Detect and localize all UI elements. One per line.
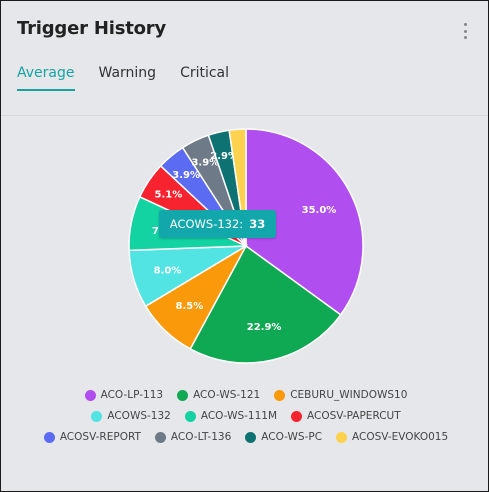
slice-label-acows-132: 8.0% bbox=[154, 265, 182, 276]
legend-swatch-aco-lt-136 bbox=[154, 431, 166, 443]
card-title: Trigger History bbox=[17, 18, 166, 39]
tab-warning[interactable]: Warning bbox=[98, 65, 157, 81]
legend-item-aco-lp-113[interactable]: ACO-LP-113 bbox=[84, 387, 164, 403]
legend-item-aco-ws-111m[interactable]: ACO-WS-111M bbox=[184, 408, 278, 424]
slice-label-ceburu-windows10: 8.5% bbox=[176, 301, 204, 312]
legend-swatch-ceburu-windows10 bbox=[274, 389, 286, 401]
pie-slice-aco-ws-121[interactable] bbox=[189, 244, 342, 364]
legend-item-aco-ws-pc[interactable]: ACO-WS-PC bbox=[245, 429, 322, 445]
legend-label-aco-ws-pc: ACO-WS-PC bbox=[261, 431, 323, 443]
legend-label-acows-132: ACOWS-132 bbox=[107, 410, 171, 422]
more-options-icon[interactable] bbox=[462, 23, 468, 39]
legend-swatch-acosv-papercut bbox=[291, 410, 303, 422]
legend-swatch-aco-lp-113 bbox=[84, 389, 96, 401]
legend-item-acows-132[interactable]: ACOWS-132 bbox=[91, 408, 171, 424]
legend-swatch-acosv-evoko015 bbox=[336, 431, 348, 443]
legend-label-aco-ws-121: ACO-WS-121 bbox=[193, 389, 261, 401]
legend-label-ceburu-windows10: CEBURU_WINDOWS10 bbox=[290, 389, 408, 401]
slice-label-aco-ws-pc: 2.9% bbox=[210, 151, 238, 162]
legend-label-acosv-report: ACOSV-REPORT bbox=[59, 431, 141, 443]
legend-item-acosv-papercut[interactable]: ACOSV-PAPERCUT bbox=[291, 408, 401, 424]
legend-label-aco-lp-113: ACO-LP-113 bbox=[100, 389, 164, 401]
tab-critical[interactable]: Critical bbox=[180, 65, 230, 81]
legend-swatch-aco-ws-121 bbox=[177, 389, 189, 401]
tab-average[interactable]: Average bbox=[17, 65, 75, 91]
chart-legend: ACO-LP-113 ACO-WS-121 CEBURU_WINDOWS10 ACOW… bbox=[41, 387, 451, 445]
slice-label-aco-lp-113: 35.0% bbox=[302, 205, 337, 216]
legend-swatch-aco-ws-pc bbox=[245, 431, 257, 443]
legend-item-aco-lt-136[interactable]: ACO-LT-136 bbox=[154, 429, 232, 445]
legend-swatch-acosv-report bbox=[43, 431, 55, 443]
slice-label-aco-ws-121: 22.9% bbox=[247, 322, 282, 333]
legend-item-acosv-evoko015[interactable]: ACOSV-EVOKO015 bbox=[336, 429, 448, 445]
legend-swatch-acows-132 bbox=[91, 410, 103, 422]
tab-bar: Average Warning Critical bbox=[17, 65, 229, 91]
legend-label-acosv-papercut: ACOSV-PAPERCUT bbox=[307, 410, 401, 422]
legend-label-aco-lt-136: ACO-LT-136 bbox=[170, 431, 232, 443]
slice-label-acosv-report: 3.9% bbox=[172, 170, 200, 181]
pie-slice-aco-lp-113[interactable] bbox=[245, 128, 364, 316]
legend-swatch-aco-ws-111m bbox=[184, 410, 196, 422]
legend-item-ceburu-windows10[interactable]: CEBURU_WINDOWS10 bbox=[274, 387, 407, 403]
slice-label-aco-lt-136: 3.9% bbox=[191, 158, 219, 169]
legend-label-aco-ws-111m: ACO-WS-111M bbox=[200, 410, 278, 422]
slice-label-acosv-papercut: 5.1% bbox=[155, 190, 183, 201]
tooltip-value: 33 bbox=[249, 217, 266, 231]
tab-divider bbox=[1, 115, 488, 116]
legend-item-aco-ws-121[interactable]: ACO-WS-121 bbox=[177, 387, 260, 403]
legend-item-acosv-report[interactable]: ACOSV-REPORT bbox=[43, 429, 141, 445]
chart-tooltip: ACOWS-132: 33 bbox=[159, 210, 276, 238]
legend-label-acosv-evoko015: ACOSV-EVOKO015 bbox=[352, 431, 449, 443]
tooltip-label: ACOWS-132: bbox=[169, 217, 244, 231]
pie-chart: 35.0%22.9%8.5%8.0%7.5%5.1%3.9%3.9%2.9% bbox=[128, 128, 364, 364]
